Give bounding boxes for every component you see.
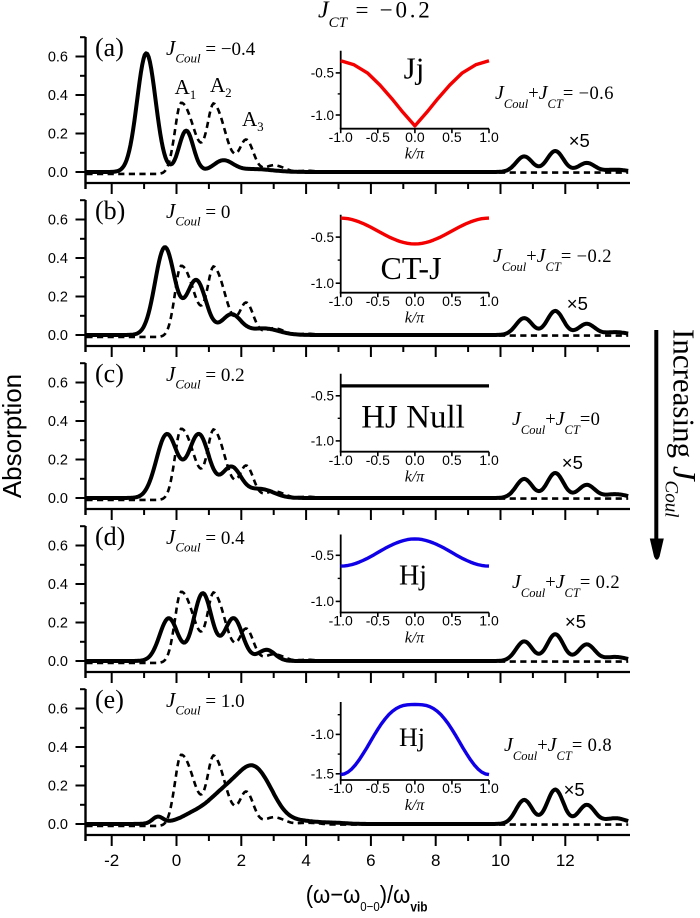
svg-text:0.2: 0.2: [48, 453, 68, 469]
svg-text:0.0: 0.0: [405, 452, 425, 468]
svg-text:2: 2: [237, 851, 246, 870]
svg-text:0.6: 0.6: [48, 376, 68, 392]
svg-text:0.5: 0.5: [442, 613, 462, 629]
svg-text:×5: ×5: [564, 779, 585, 800]
svg-text:-1.0: -1.0: [311, 108, 334, 123]
svg-text:Jj: Jj: [404, 51, 425, 86]
svg-text:-1.0: -1.0: [311, 434, 334, 449]
svg-text:-2: -2: [104, 851, 119, 870]
svg-text:(b): (b): [95, 196, 125, 225]
svg-text:×5: ×5: [562, 452, 583, 473]
svg-text:0.4: 0.4: [48, 251, 68, 267]
svg-text:0.2: 0.2: [48, 127, 68, 143]
svg-text:1.0: 1.0: [479, 129, 499, 145]
svg-text:k/π: k/π: [405, 146, 426, 163]
svg-text:0.0: 0.0: [48, 654, 68, 670]
svg-text:Absorption: Absorption: [0, 374, 27, 498]
svg-text:1.0: 1.0: [479, 452, 499, 468]
svg-text:×5: ×5: [569, 130, 590, 151]
svg-text:0.6: 0.6: [48, 702, 68, 718]
svg-text:(c): (c): [95, 359, 124, 388]
svg-text:0.2: 0.2: [48, 290, 68, 306]
svg-text:0.5: 0.5: [442, 293, 462, 309]
svg-text:0.0: 0.0: [405, 129, 425, 145]
svg-text:(a): (a): [95, 33, 124, 62]
svg-text:-0.5: -0.5: [366, 293, 390, 309]
svg-text:-0.5: -0.5: [366, 780, 390, 796]
svg-text:1.0: 1.0: [479, 293, 499, 309]
svg-text:0.2: 0.2: [48, 779, 68, 795]
svg-text:-0.5: -0.5: [311, 548, 334, 563]
svg-text:0.5: 0.5: [442, 780, 462, 796]
svg-text:-1.0: -1.0: [329, 452, 353, 468]
svg-text:0.6: 0.6: [48, 213, 68, 229]
svg-text:0.0: 0.0: [48, 491, 68, 507]
svg-text:-0.5: -0.5: [366, 452, 390, 468]
svg-text:-0.5: -0.5: [311, 66, 334, 81]
svg-text:×5: ×5: [567, 293, 588, 314]
svg-text:(d): (d): [95, 522, 125, 551]
svg-text:k/π: k/π: [405, 630, 426, 647]
svg-text:0.4: 0.4: [48, 414, 68, 430]
svg-text:-0.5: -0.5: [366, 129, 390, 145]
svg-text:k/π: k/π: [405, 310, 426, 327]
svg-text:0.0: 0.0: [48, 817, 68, 833]
svg-text:4: 4: [301, 851, 310, 870]
svg-text:0.0: 0.0: [48, 328, 68, 344]
svg-text:8: 8: [431, 851, 440, 870]
svg-text:12: 12: [556, 851, 575, 870]
svg-text:0.2: 0.2: [48, 616, 68, 632]
svg-text:0.6: 0.6: [48, 50, 68, 66]
svg-text:0.0: 0.0: [405, 293, 425, 309]
svg-text:-0.5: -0.5: [311, 389, 334, 404]
svg-text:Hj: Hj: [399, 561, 427, 592]
svg-text:0.6: 0.6: [48, 539, 68, 555]
svg-text:-1.0: -1.0: [311, 276, 334, 291]
svg-text:(e): (e): [95, 685, 124, 714]
svg-text:1.0: 1.0: [479, 780, 499, 796]
svg-text:0.0: 0.0: [48, 165, 68, 181]
svg-text:0.0: 0.0: [405, 780, 425, 796]
svg-text:-1.0: -1.0: [329, 129, 353, 145]
svg-text:-0.5: -0.5: [311, 230, 334, 245]
svg-text:0.4: 0.4: [48, 577, 68, 593]
svg-text:0.0: 0.0: [405, 613, 425, 629]
svg-text:-1.0: -1.0: [329, 293, 353, 309]
svg-text:0: 0: [172, 851, 181, 870]
svg-text:-1.5: -1.5: [311, 767, 334, 782]
svg-text:0.5: 0.5: [442, 129, 462, 145]
svg-text:6: 6: [366, 851, 375, 870]
svg-text:k/π: k/π: [405, 469, 426, 486]
svg-text:-0.5: -0.5: [366, 613, 390, 629]
svg-text:×5: ×5: [565, 611, 586, 632]
svg-text:0.5: 0.5: [442, 452, 462, 468]
svg-text:0.4: 0.4: [48, 88, 68, 104]
svg-text:1.0: 1.0: [479, 613, 499, 629]
svg-text:Hj: Hj: [399, 723, 425, 752]
svg-text:10: 10: [491, 851, 510, 870]
svg-text:CT-J: CT-J: [380, 250, 441, 286]
svg-text:k/π: k/π: [405, 797, 426, 814]
svg-text:-1.0: -1.0: [311, 594, 334, 609]
svg-text:HJ Null: HJ Null: [361, 400, 465, 436]
svg-text:-1.0: -1.0: [311, 727, 334, 742]
svg-text:0.4: 0.4: [48, 740, 68, 756]
svg-text:-1.0: -1.0: [329, 613, 353, 629]
svg-text:-1.0: -1.0: [329, 780, 353, 796]
